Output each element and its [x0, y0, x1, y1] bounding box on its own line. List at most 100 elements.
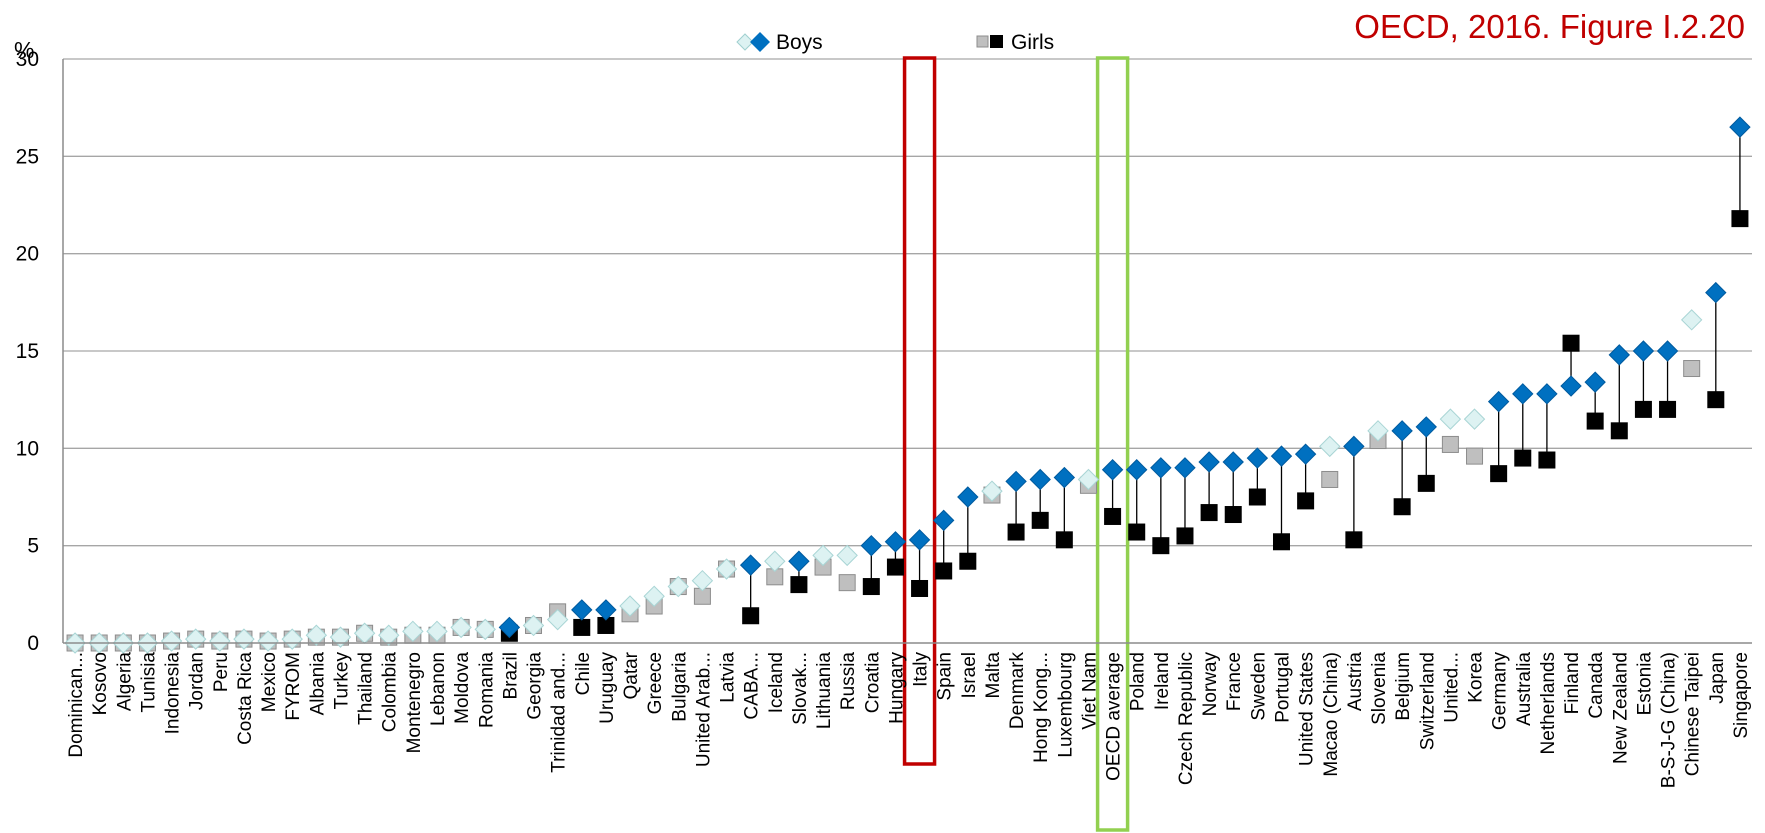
girls-point	[1248, 488, 1266, 506]
x-category-label: Jordan	[187, 652, 208, 710]
boys-point	[739, 554, 762, 576]
boys-point	[1705, 281, 1727, 304]
girls-point	[1321, 470, 1339, 488]
x-category-label: Finland	[1562, 652, 1583, 714]
y-tick-label: 25	[16, 145, 39, 168]
boys-point	[1126, 459, 1148, 481]
boys-point	[1198, 451, 1220, 473]
girls-series	[66, 210, 1749, 652]
x-category-label: Australia	[1514, 652, 1535, 726]
x-category-label: Switzerland	[1417, 652, 1438, 750]
girls-point	[1007, 523, 1025, 541]
x-category-label: Slovenia	[1369, 652, 1390, 725]
x-category-label: Lithuania	[814, 652, 835, 730]
boys-point	[329, 626, 352, 648]
x-category-label: Viet Nam	[1079, 652, 1100, 730]
boys-point	[1415, 416, 1437, 438]
legend-boys-marker	[750, 32, 770, 52]
girls-point	[1224, 506, 1242, 524]
boys-point	[836, 544, 858, 567]
x-category-label: Peru	[211, 652, 232, 692]
boys-point	[1150, 457, 1172, 479]
legend-girls-light-marker	[976, 35, 989, 48]
girls-point	[911, 579, 929, 597]
x-category-label: Belgium	[1393, 652, 1414, 721]
y-tick-label: 0	[27, 632, 39, 655]
boys-point	[1729, 116, 1751, 138]
x-category-label: Chile	[573, 652, 594, 695]
x-category-label: Thailand	[356, 652, 377, 725]
girls-point	[1634, 400, 1652, 418]
girls-point	[1345, 531, 1363, 549]
girls-point	[1683, 360, 1701, 378]
x-category-label: Moldova	[452, 652, 473, 724]
girls-point	[1466, 447, 1484, 465]
x-category-label: Brazil	[500, 652, 521, 700]
x-category-label: Trinidad and...	[549, 652, 570, 773]
boys-point	[1319, 435, 1341, 458]
x-category-label: Malta	[983, 652, 1004, 699]
x-category-label: Canada	[1586, 652, 1607, 719]
girls-point	[1055, 531, 1073, 549]
legend-boys-label: Boys	[776, 31, 823, 54]
x-category-label: Qatar	[621, 651, 642, 699]
girls-point	[1128, 523, 1146, 541]
boys-point	[1029, 468, 1051, 491]
x-category-label: United...	[1441, 652, 1462, 723]
girls-point	[742, 607, 760, 625]
x-category-label: Netherlands	[1538, 652, 1559, 754]
boys-point	[932, 509, 955, 532]
boys-point	[1391, 420, 1413, 442]
y-tick-label: 15	[16, 340, 39, 363]
x-category-label: Mexico	[259, 652, 280, 712]
x-category-label: Algeria	[114, 652, 135, 712]
boys-point	[402, 620, 424, 643]
x-category-label: Indonesia	[163, 652, 184, 735]
boys-point	[643, 585, 665, 607]
x-category-label: Colombia	[380, 652, 401, 733]
girls-point	[1659, 400, 1677, 418]
x-category-label: Chinese Taipei	[1683, 652, 1704, 776]
girls-point	[935, 562, 953, 580]
boys-point	[764, 550, 786, 572]
legend-boys-light-marker	[736, 33, 754, 51]
boys-point	[595, 599, 617, 621]
x-category-label: CABA...	[742, 652, 763, 720]
boys-point	[908, 529, 931, 551]
girls-point	[838, 574, 856, 592]
x-category-label: Macao (China)	[1321, 652, 1342, 777]
x-category-label: Costa Rica	[235, 652, 256, 745]
highlight-box	[902, 56, 937, 766]
x-category-label: Hong Kong...	[1031, 652, 1052, 763]
boys-point	[426, 620, 448, 643]
girls-point	[1031, 511, 1049, 529]
x-category-label: United Arab...	[693, 652, 714, 767]
legend-girls-marker	[990, 35, 1003, 48]
x-category-label: Germany	[1490, 652, 1511, 731]
girls-point	[1417, 474, 1435, 492]
category-labels: Dominican... Kosovo Algeria Tunisia Indonesi…	[66, 651, 1752, 788]
boys-point	[571, 599, 593, 621]
x-category-label: Luxembourg	[1055, 652, 1076, 758]
boys-point	[1077, 468, 1100, 491]
boys-point	[1294, 443, 1317, 465]
girls-point	[1297, 492, 1315, 510]
girls-point	[886, 558, 904, 576]
source-note: OECD, 2016. Figure I.2.20	[1354, 8, 1745, 45]
x-category-label: Austria	[1345, 652, 1366, 712]
boys-point	[1367, 420, 1389, 442]
girls-point	[1490, 465, 1508, 483]
x-category-label: Georgia	[525, 652, 546, 720]
boys-point	[1463, 408, 1486, 430]
x-category-label: Denmark	[1007, 652, 1028, 730]
boys-point	[281, 628, 303, 650]
x-category-label: Norway	[1200, 652, 1221, 717]
x-category-label: Italy	[911, 652, 932, 687]
boys-point	[209, 630, 231, 652]
boys-point	[1512, 383, 1534, 405]
boys-point	[1439, 408, 1462, 430]
x-category-label: Estonia	[1634, 652, 1655, 716]
boys-series	[64, 116, 1751, 654]
girls-point	[1272, 533, 1290, 551]
boys-point	[691, 569, 714, 592]
